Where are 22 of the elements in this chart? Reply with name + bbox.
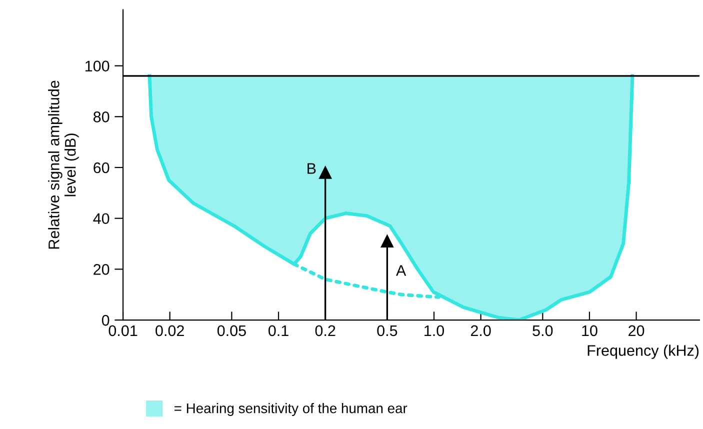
annotation: B [308, 163, 316, 174]
x-tick-label: 10 [582, 325, 598, 336]
y-tick-label: 40 [93, 213, 110, 224]
x-tick-label: 2.0 [470, 325, 491, 336]
annotation: A [396, 265, 406, 276]
y-tick-label: 20 [94, 264, 110, 275]
x-tick-label: 0.5 [377, 325, 398, 336]
x-tick-label: 0.02 [156, 325, 184, 336]
x-tick-label: 0.01 [108, 325, 138, 336]
legend-label: = Hearing sensitivity of the human ear [174, 403, 408, 416]
x-tick-label: 20 [628, 325, 644, 336]
x-tick-label: 1.0 [424, 325, 444, 336]
y-tick-label: 80 [94, 112, 110, 122]
x-tick-label: 0.1 [268, 325, 288, 336]
x-tick-label: 0.05 [217, 325, 246, 336]
x-tick-label: 0.2 [315, 325, 336, 336]
x-tick-label: 5.0 [532, 325, 553, 336]
y-tick-label: 100 [86, 60, 110, 72]
x-axis-title: Frequency (kHz) [588, 344, 699, 359]
y-axis-title: Relative signal amplitude level (dB) [48, 80, 79, 249]
y-tick-label: 60 [94, 162, 110, 174]
y-tick-label: 0 [102, 314, 110, 326]
